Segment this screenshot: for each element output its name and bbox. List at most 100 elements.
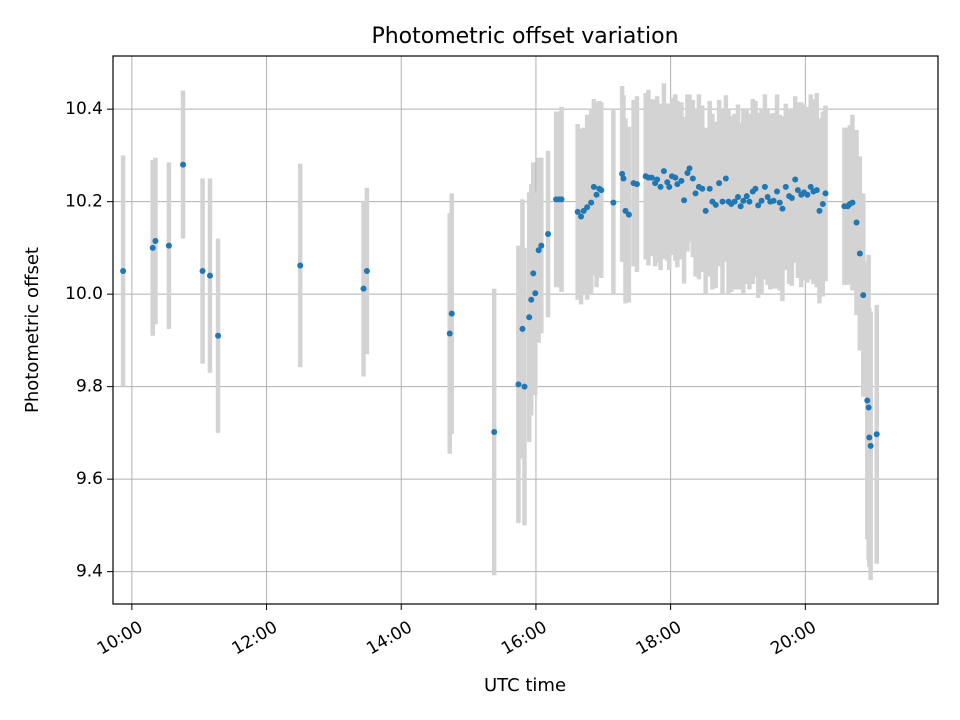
data-point — [761, 183, 768, 190]
data-point — [446, 330, 453, 337]
data-point — [660, 168, 667, 175]
data-point — [654, 176, 661, 183]
data-point — [610, 199, 617, 206]
data-point — [684, 169, 691, 176]
data-point — [526, 314, 533, 321]
data-point — [770, 197, 777, 204]
data-point — [535, 247, 542, 254]
data-point — [515, 381, 522, 388]
data-point — [215, 332, 222, 339]
data-point — [774, 188, 781, 195]
data-point — [776, 199, 783, 206]
data-point — [619, 170, 626, 177]
data-point — [448, 310, 455, 317]
data-point — [816, 207, 823, 214]
data-point — [794, 187, 801, 194]
data-point — [620, 175, 627, 182]
data-point — [590, 183, 597, 190]
data-point — [746, 198, 753, 205]
data-point — [740, 197, 747, 204]
data-point — [719, 198, 726, 205]
y-axis-label: Photometric offset — [22, 247, 43, 413]
y-tick-label: 9.4 — [76, 562, 103, 582]
data-point — [731, 198, 738, 205]
y-tick-label: 10.2 — [65, 192, 103, 212]
data-point — [692, 190, 699, 197]
data-point — [593, 191, 600, 198]
data-point — [363, 268, 370, 275]
data-point — [689, 175, 696, 182]
data-point — [678, 177, 685, 184]
data-point — [681, 197, 688, 204]
data-point — [152, 237, 159, 244]
data-point — [674, 181, 681, 188]
x-axis-label: UTC time — [484, 675, 566, 696]
data-point — [633, 181, 640, 188]
data-point — [297, 262, 304, 269]
data-point — [764, 194, 771, 201]
data-point — [584, 204, 591, 211]
data-point — [206, 272, 213, 279]
y-tick-label: 9.8 — [76, 377, 103, 397]
data-point — [849, 199, 856, 206]
data-point — [716, 180, 723, 187]
data-point — [743, 193, 750, 200]
data-point — [788, 194, 795, 201]
data-point — [530, 270, 537, 277]
data-point — [558, 196, 565, 203]
data-point — [779, 205, 786, 212]
data-point — [165, 242, 172, 249]
data-point — [149, 244, 156, 251]
y-axis: 9.4 9.6 9.8 10.0 10.2 10.4 — [65, 99, 113, 582]
data-point — [865, 404, 872, 411]
data-point — [699, 185, 706, 192]
plot-frame — [112, 55, 939, 605]
data-point — [864, 397, 871, 404]
data-point — [657, 183, 664, 190]
data-point — [519, 325, 526, 332]
data-point — [813, 187, 820, 194]
data-point — [672, 174, 679, 181]
data-point — [822, 190, 829, 197]
data-point — [625, 211, 632, 218]
data-point — [598, 187, 605, 194]
data-point — [819, 200, 826, 207]
y-tick-label: 9.6 — [76, 469, 103, 489]
data-point — [758, 197, 765, 204]
data-point — [578, 213, 585, 220]
data-point — [755, 202, 762, 209]
data-point — [588, 199, 595, 206]
data-point — [528, 296, 535, 303]
data-point — [686, 165, 693, 172]
data-point — [521, 383, 528, 390]
data-point — [737, 203, 744, 210]
data-point — [702, 207, 709, 214]
data-point — [120, 268, 127, 275]
data-point — [545, 231, 552, 238]
data-points — [120, 161, 880, 449]
data-point — [712, 201, 719, 208]
data-point — [804, 191, 811, 198]
y-tick-label: 10.4 — [65, 99, 103, 119]
data-point — [752, 185, 759, 192]
data-point — [792, 176, 799, 183]
data-point — [491, 428, 498, 435]
data-point — [360, 285, 367, 292]
data-point — [734, 194, 741, 201]
data-point — [199, 268, 206, 275]
data-point — [853, 219, 860, 226]
data-point — [180, 161, 187, 168]
y-tick-label: 10.0 — [65, 284, 103, 304]
data-point — [666, 183, 673, 190]
data-point — [807, 183, 814, 190]
chart-title: Photometric offset variation — [371, 24, 678, 49]
data-point — [782, 183, 789, 190]
data-point — [532, 290, 539, 297]
data-point — [856, 250, 863, 257]
data-point — [860, 292, 867, 299]
data-point — [873, 431, 880, 438]
data-point — [706, 185, 713, 192]
data-point — [648, 174, 655, 181]
data-point — [574, 208, 581, 215]
